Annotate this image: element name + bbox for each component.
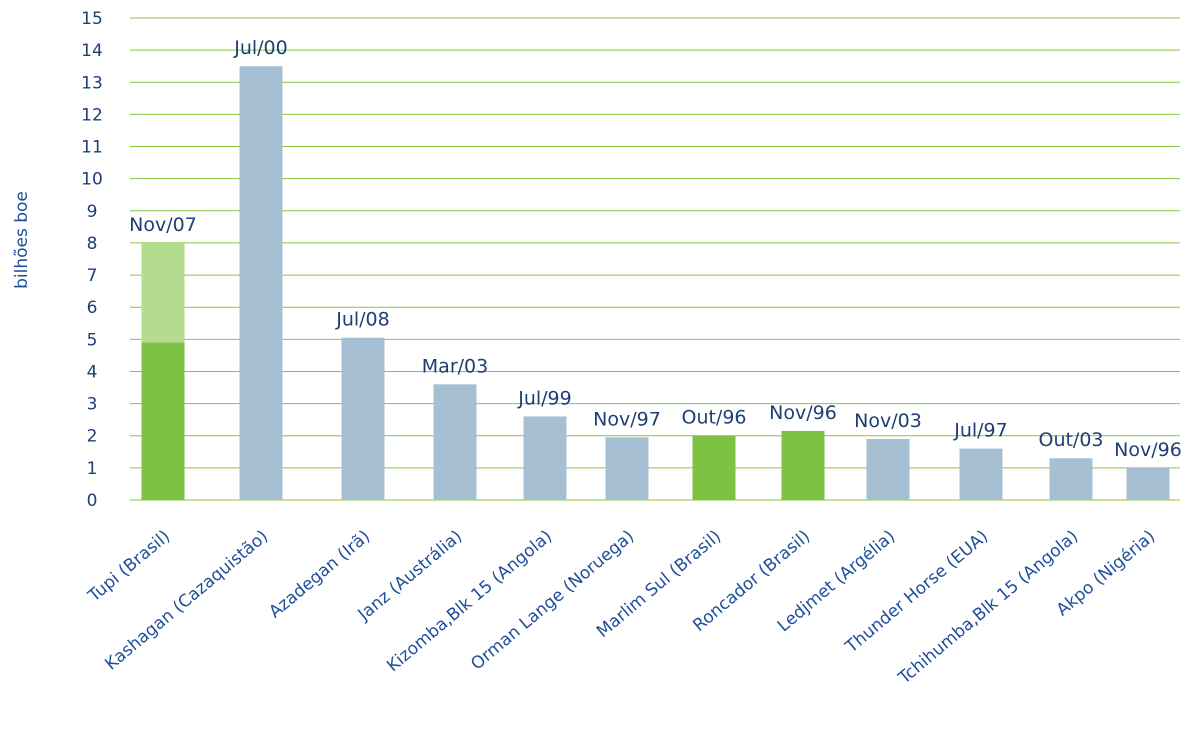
- bar: [141, 342, 185, 500]
- y-tick-label: 3: [87, 395, 98, 415]
- category-label: Orman Lange (Noruega): [467, 527, 638, 675]
- bar-date-label: Nov/07: [129, 214, 197, 236]
- bar: [523, 416, 567, 500]
- category-labels: Tupi (Brasil)Kashagan (Cazaquistão)Azade…: [84, 527, 1159, 689]
- bar-date-label: Jul/97: [953, 420, 1008, 442]
- y-tick-label: 7: [87, 266, 98, 286]
- bar-date-label: Nov/96: [1114, 439, 1182, 461]
- grid-lines: [130, 17, 1180, 501]
- bar-date-label: Out/03: [1038, 429, 1103, 451]
- bar-date-label: Nov/03: [854, 410, 922, 432]
- bar: [239, 66, 283, 500]
- category-label: Kashagan (Cazaquistão): [101, 527, 272, 675]
- bars: [141, 66, 1170, 500]
- bar-date-label: Mar/03: [422, 355, 488, 377]
- bar-date-label: Nov/97: [593, 408, 661, 430]
- y-tick-label: 8: [87, 234, 98, 254]
- y-tick-label: 13: [81, 73, 103, 93]
- bar-date-label: Jul/08: [335, 309, 390, 331]
- y-tick-label: 11: [81, 138, 103, 158]
- bar: [692, 435, 736, 500]
- data-labels: Nov/07 Jul/00 Jul/08 Mar/03 Jul/99 Nov/97 Out/…: [129, 37, 1182, 461]
- bar-date-label: Nov/96: [769, 402, 837, 424]
- y-tick-label: 2: [87, 427, 98, 447]
- bar: [1049, 458, 1093, 500]
- bar: [866, 438, 910, 500]
- y-tick-label: 6: [87, 298, 98, 318]
- y-tick-label: 10: [81, 170, 103, 190]
- y-axis-label: bilhões boe: [12, 191, 32, 289]
- y-tick-label: 14: [81, 41, 103, 61]
- bar-upper-segment: [141, 242, 185, 343]
- bar: [433, 384, 477, 500]
- y-tick-label: 12: [81, 105, 103, 125]
- bar-date-label: Out/96: [681, 407, 746, 429]
- bar-date-label: Jul/00: [233, 37, 288, 59]
- bar: [605, 437, 649, 500]
- y-tick-label: 9: [87, 202, 98, 222]
- y-tick-label: 0: [87, 491, 98, 511]
- category-label: Tupi (Brasil): [84, 527, 174, 607]
- y-tick-label: 4: [87, 362, 98, 382]
- y-tick-label: 1: [87, 459, 98, 479]
- bar: [959, 448, 1003, 500]
- bar: [781, 430, 825, 500]
- bar: [341, 337, 385, 500]
- category-label: Kizomba,Blk 15 (Angola): [383, 527, 556, 677]
- y-tick-label: 15: [81, 9, 103, 29]
- y-tick-label: 5: [87, 330, 98, 350]
- bar-date-label: Jul/99: [517, 387, 572, 409]
- bar: [1126, 467, 1170, 500]
